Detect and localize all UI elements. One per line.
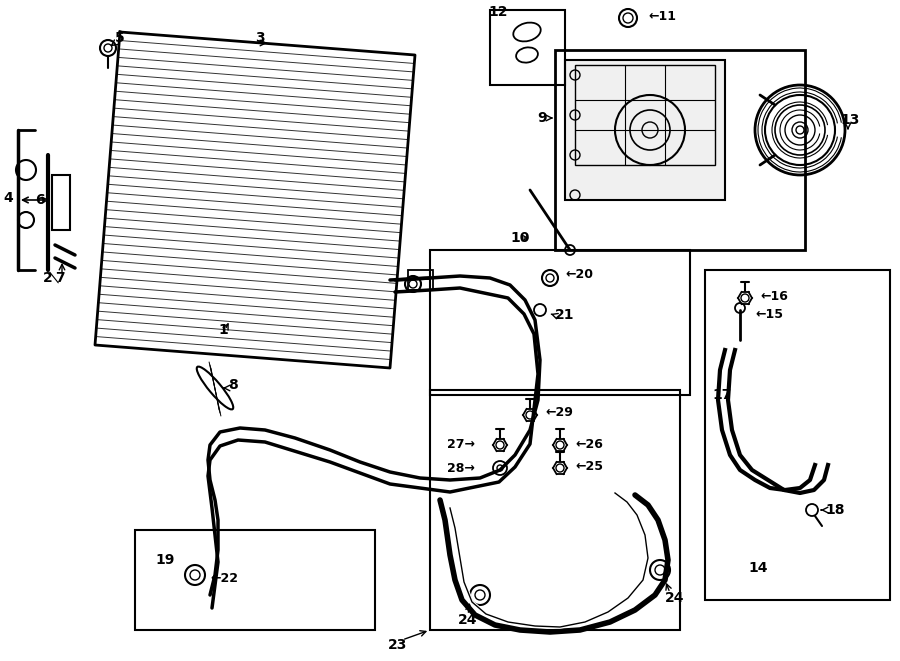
Ellipse shape — [513, 22, 541, 42]
Text: ←16: ←16 — [760, 290, 788, 303]
Text: ←26: ←26 — [575, 438, 603, 451]
Text: 21: 21 — [555, 308, 574, 322]
Bar — [430, 250, 690, 395]
Text: 17: 17 — [712, 388, 732, 402]
Text: ←29: ←29 — [545, 407, 573, 420]
Ellipse shape — [516, 48, 538, 63]
Ellipse shape — [197, 367, 233, 409]
Text: 28→: 28→ — [447, 461, 475, 475]
Text: 24: 24 — [665, 591, 685, 605]
Text: 6: 6 — [35, 193, 45, 207]
Text: 4: 4 — [3, 191, 13, 205]
Text: ←20: ←20 — [565, 268, 593, 282]
Text: 23: 23 — [388, 638, 408, 652]
Text: ←22: ←22 — [210, 572, 238, 584]
Bar — [705, 270, 890, 600]
Text: 12: 12 — [488, 5, 508, 19]
Bar — [490, 10, 565, 85]
Bar — [430, 390, 680, 630]
Text: 1: 1 — [218, 323, 228, 337]
Text: 2: 2 — [43, 271, 53, 285]
Bar — [408, 270, 433, 290]
Text: 27→: 27→ — [447, 438, 475, 451]
Text: 24: 24 — [458, 613, 478, 627]
Bar — [52, 175, 70, 230]
Bar — [135, 530, 375, 630]
Bar — [555, 50, 805, 250]
Text: 18: 18 — [825, 503, 844, 517]
Text: ←25: ←25 — [575, 459, 603, 473]
Text: 19: 19 — [155, 553, 175, 567]
Text: 14: 14 — [748, 561, 768, 575]
Text: 10: 10 — [510, 231, 529, 245]
Text: 3: 3 — [255, 31, 265, 45]
Text: 5: 5 — [115, 31, 125, 45]
Text: 8: 8 — [228, 378, 238, 392]
Text: 7: 7 — [55, 271, 65, 285]
Text: 13: 13 — [840, 113, 860, 127]
Text: ←15: ←15 — [755, 309, 783, 321]
Bar — [565, 60, 725, 200]
Text: ←11: ←11 — [648, 11, 676, 24]
Bar — [575, 65, 715, 165]
Text: 9: 9 — [537, 111, 546, 125]
